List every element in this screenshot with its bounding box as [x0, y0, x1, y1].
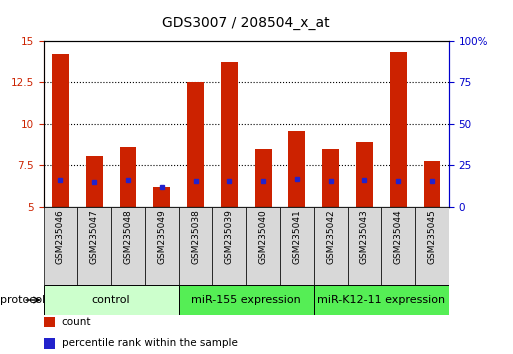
Text: GSM235047: GSM235047	[90, 210, 99, 264]
Text: GSM235045: GSM235045	[427, 210, 437, 264]
Bar	[424, 160, 441, 207]
Bar	[77, 207, 111, 285]
Bar	[280, 207, 314, 285]
Text: protocol: protocol	[0, 295, 45, 305]
Bar	[179, 285, 314, 315]
Text: GDS3007 / 208504_x_at: GDS3007 / 208504_x_at	[163, 16, 330, 30]
Text: GSM235043: GSM235043	[360, 210, 369, 264]
Bar	[44, 338, 55, 349]
Bar	[356, 142, 373, 207]
Bar	[86, 155, 103, 207]
Bar	[254, 149, 271, 207]
Bar	[221, 62, 238, 207]
Bar	[288, 131, 305, 207]
Bar	[322, 149, 339, 207]
Bar	[44, 317, 55, 327]
Text: miR-K12-11 expression: miR-K12-11 expression	[317, 295, 445, 305]
Bar	[347, 207, 381, 285]
Bar	[246, 207, 280, 285]
Bar	[52, 54, 69, 207]
Text: GSM235039: GSM235039	[225, 210, 234, 264]
Bar	[153, 187, 170, 207]
Text: count: count	[62, 317, 91, 327]
Bar	[145, 207, 179, 285]
Bar	[314, 207, 347, 285]
Text: GSM235048: GSM235048	[124, 210, 132, 264]
Text: GSM235041: GSM235041	[292, 210, 302, 264]
Bar	[415, 207, 449, 285]
Bar	[120, 147, 136, 207]
Text: GSM235046: GSM235046	[56, 210, 65, 264]
Text: GSM235044: GSM235044	[393, 210, 403, 264]
Bar	[314, 285, 449, 315]
Bar	[187, 82, 204, 207]
Text: GSM235038: GSM235038	[191, 210, 200, 264]
Bar	[111, 207, 145, 285]
Text: GSM235040: GSM235040	[259, 210, 268, 264]
Bar	[390, 52, 407, 207]
Text: GSM235049: GSM235049	[157, 210, 166, 264]
Text: miR-155 expression: miR-155 expression	[191, 295, 301, 305]
Text: percentile rank within the sample: percentile rank within the sample	[62, 338, 238, 348]
Bar	[179, 207, 212, 285]
Bar	[44, 285, 179, 315]
Bar	[381, 207, 415, 285]
Text: control: control	[92, 295, 130, 305]
Text: GSM235042: GSM235042	[326, 210, 335, 264]
Bar	[44, 207, 77, 285]
Bar	[212, 207, 246, 285]
